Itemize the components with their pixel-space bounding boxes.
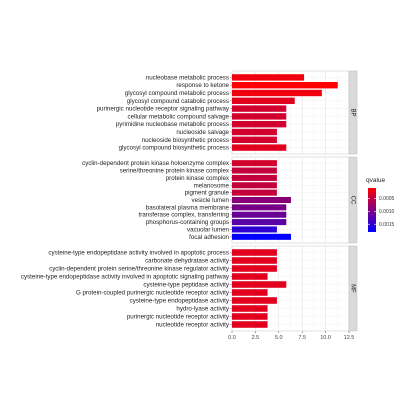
category-label: glycosyl compound biosynthetic process [119,145,229,152]
category-label: nucleoside salvage [176,129,229,136]
bar-cyclin-dependent-protein-kinase-holoenzyme-complex [232,160,277,167]
x-tick-label: 5.0 [275,335,283,341]
category-label: pyrimidine nucleobase metabolic process [116,121,229,128]
bar-glycosyl-compound-biosynthetic-process [232,144,287,151]
bar-serine-threonine-protein-kinase-complex [232,167,277,174]
bar-purinergic-nucleotide-receptor-activity [232,313,268,320]
category-label: G protein-coupled purinergic nucleotide … [76,290,230,297]
x-tick-label: 7.5 [298,335,306,341]
facet-strip [348,156,358,244]
x-tick-label: 2.5 [252,335,260,341]
category-label: hydro-lyase activity [176,306,230,313]
bar-nucleoside-salvage [232,128,277,136]
bar-nucleobase-metabolic-process [232,74,305,81]
category-label: glycosyl compound metabolic process [125,90,229,97]
category-label: cyclin-dependent protein serine/threonin… [49,266,230,273]
category-label: nucleoside biosynthetic process [142,137,229,144]
x-tick-label: 0.0 [228,335,236,341]
category-label: response to ketone [176,82,229,89]
bar-cysteine-type-endopeptidase-activity [232,297,277,304]
category-label: basolateral plasma membrane [146,204,230,211]
x-tick-label: 10.0 [320,335,331,341]
bar-vesicle-lumen [232,196,291,204]
category-label: vesicle lumen [192,197,230,204]
category-label: pigment granule [185,190,230,197]
legend-tick-label: 0.0010 [379,209,395,215]
category-label: protein kinase complex [166,175,230,182]
legend-tick-label: 0.0015 [379,222,395,228]
legend-title: qvalue [366,177,386,184]
category-label: cysteine-type endopeptidase activity inv… [21,274,230,281]
bar-g-protein-coupled-purinergic-nucleotide-receptor-activity [232,289,268,296]
bar-cysteine-type-peptidase-activity [232,281,287,288]
bar-cellular-metabolic-compound-salvage [232,113,287,120]
bar-transferase-complex-transferring [232,211,287,218]
legend-colorbar [368,188,376,232]
facet-strip [348,70,358,155]
facet-strip-label: CC [349,196,355,205]
bar-cysteine-type-endopeptidase-activity-involved-in-apoptotic-signaling-pathway [232,273,268,280]
bar-hydro-lyase-activity [232,305,268,312]
category-label: purinergic nucleotide receptor signaling… [97,106,230,113]
category-label: serine/threonine protein kinase complex [120,168,230,175]
category-label: vacuolar lumen [187,226,230,233]
facet-strip-label: BP [349,108,355,116]
category-label: phosphorus-containing groups [146,219,229,226]
bar-cyclin-dependent-protein-serine-threonine-kinase-regulator-activity [232,265,277,272]
bar-glycosyl-compound-catabolic-process [232,97,295,104]
bar-nucleoside-biosynthetic-process [232,136,277,143]
bar-basolateral-plasma-membrane [232,204,287,211]
category-label: purinergic nucleotide receptor activity [127,314,230,321]
category-label: cysteine-type peptidase activity [143,282,230,289]
bar-nucleotide-receptor-activity [232,321,268,328]
bar-pyrimidine-nucleobase-metabolic-process [232,121,287,128]
category-label: nucleobase metabolic process [146,74,229,81]
facet-strip [348,245,358,332]
bar-glycosyl-compound-metabolic-process [232,89,322,97]
bar-phosphorus-containing-groups [232,219,287,226]
bar-response-to-ketone [232,82,338,89]
bar-focal-adhesion [232,233,291,240]
category-label: carbonate dehydratase activity [145,258,230,265]
category-label: focal adhesion [189,234,229,241]
legend-tick-label: 0.0005 [379,196,395,202]
category-label: cyclin-dependent protein kinase holoenzy… [82,160,230,167]
bar-carbonate-dehydratase-activity [232,257,277,264]
category-label: transferase complex, transferring [139,212,230,219]
category-label: nucleotide receptor activity [156,322,230,329]
bar-purinergic-nucleotide-receptor-signaling-pathway [232,105,287,112]
x-tick-label: 12.5 [344,335,355,341]
category-label: melanosome [194,182,230,189]
bar-cysteine-type-endopeptidase-activity-involved-in-apoptotic-process [232,249,277,256]
bar-pigment-granule [232,189,277,196]
category-label: cysteine-type endopeptidase activity [130,298,230,305]
bar-vacuolar-lumen [232,226,277,233]
category-label: cysteine-type endopeptidase activity inv… [48,250,229,257]
category-label: glycosyl compound catabolic process [127,98,229,105]
bar-protein-kinase-complex [232,174,277,181]
bar-melanosome [232,182,277,189]
facet-strip-label: MF [349,284,355,293]
category-label: cellular metabolic compound salvage [128,113,230,120]
